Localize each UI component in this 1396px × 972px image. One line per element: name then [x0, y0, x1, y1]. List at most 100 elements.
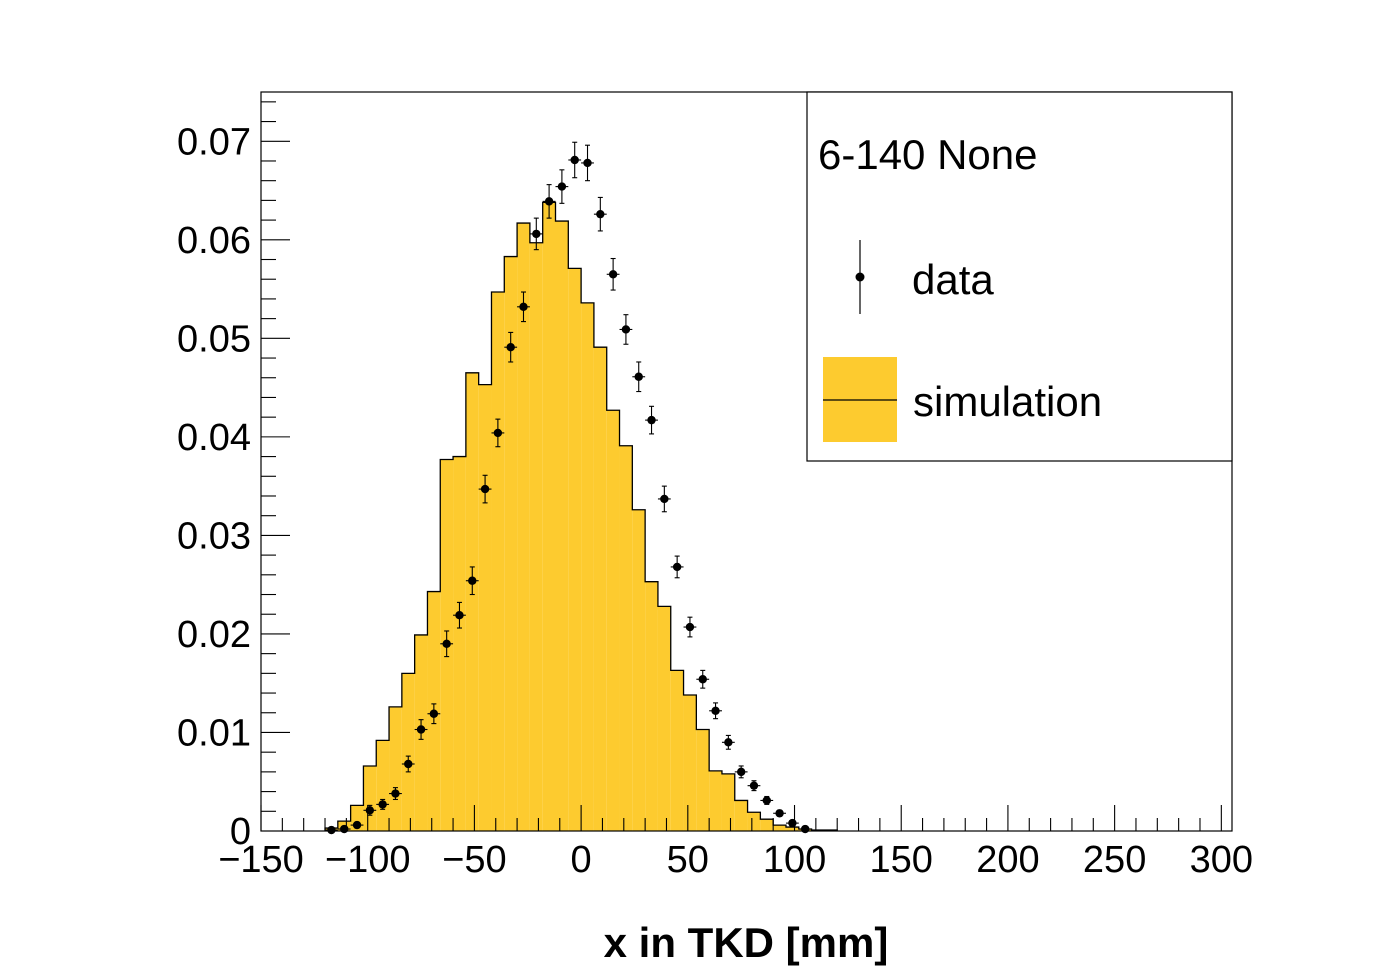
y-tick-label: 0.01 [177, 712, 251, 754]
data-point-marker [506, 343, 515, 352]
data-points [325, 141, 812, 835]
data-point [529, 217, 543, 251]
data-point-marker [724, 738, 733, 747]
data-point-marker [608, 270, 618, 279]
simulation-bin [517, 223, 530, 832]
simulation-bin [363, 765, 377, 831]
data-point-marker [660, 494, 669, 504]
data-point-marker [583, 158, 592, 168]
data-point [683, 616, 697, 638]
data-point-marker [698, 675, 707, 684]
simulation-bin [670, 670, 684, 831]
simulation-bin [568, 268, 582, 832]
data-point [721, 734, 735, 750]
data-point [696, 669, 710, 689]
data-point [657, 485, 671, 513]
x-tick-label: 300 [1190, 839, 1253, 881]
data-point [414, 719, 428, 740]
simulation-bin [709, 770, 722, 831]
data-point-marker [493, 428, 503, 438]
simulation-bin [465, 372, 479, 831]
data-point [427, 703, 441, 725]
data-point-marker [532, 229, 541, 239]
data-point [401, 755, 415, 773]
simulation-bin [542, 202, 556, 832]
data-point-marker [749, 781, 759, 790]
simulation-bin [389, 706, 402, 831]
x-tick-label: 0 [571, 839, 592, 881]
x-tick-label: 50 [667, 839, 709, 881]
data-point [593, 196, 607, 232]
data-point-marker [736, 767, 746, 777]
simulation-bin [504, 256, 518, 831]
simulation-bin [593, 347, 607, 831]
data-point-marker [596, 209, 605, 219]
data-point [645, 405, 658, 435]
y-tick-label: 0.05 [177, 318, 251, 360]
y-tick-label: 0.07 [177, 121, 251, 163]
data-point [389, 787, 402, 801]
data-point-marker [480, 484, 490, 494]
data-point-marker [544, 197, 554, 206]
simulation-bin [683, 695, 697, 831]
simulation-bin [696, 729, 710, 831]
x-tick-label: 200 [976, 839, 1039, 881]
data-point [619, 314, 633, 345]
data-point-marker [340, 824, 349, 834]
data-point-marker [788, 818, 797, 828]
data-point [760, 795, 774, 805]
y-tick-label: 0.04 [177, 417, 251, 459]
data-point [606, 257, 620, 291]
legend: 6-140 None data simulation [806, 91, 1233, 462]
x-tick-label: −50 [442, 839, 506, 881]
data-point [491, 418, 505, 448]
data-point-marker [775, 809, 784, 818]
x-tick-label: −150 [218, 839, 304, 881]
data-point [376, 798, 390, 810]
data-point [465, 566, 479, 596]
y-axis: 0 0.01 0.02 0.03 0.04 0.05 0.06 0.07 [177, 101, 290, 853]
data-point-marker [365, 806, 375, 815]
simulation-bin [747, 812, 761, 831]
data-point [478, 474, 492, 504]
y-tick-label: 0.03 [177, 515, 251, 557]
simulation-bin [529, 242, 543, 832]
simulation-bin [760, 819, 774, 831]
simulation-bin [657, 606, 671, 831]
simulation-bin [785, 827, 799, 831]
legend-label-simulation: simulation [913, 378, 1102, 425]
simulation-bin [645, 581, 658, 831]
data-point-marker [557, 182, 567, 191]
data-point [453, 601, 466, 629]
simulation-bin [581, 302, 594, 831]
data-point [350, 820, 364, 830]
simulation-bin [632, 509, 646, 831]
simulation-bin [734, 800, 748, 831]
data-point [555, 169, 569, 204]
data-point-marker [711, 706, 720, 715]
data-point-marker [468, 576, 477, 585]
simulation-bin [721, 773, 735, 831]
y-tick-label: 0 [230, 811, 251, 853]
data-point-marker [352, 820, 362, 830]
x-tick-label: −100 [325, 839, 411, 881]
y-tick-label: 0.06 [177, 220, 251, 262]
data-point-marker [634, 372, 643, 381]
x-tick-label: 150 [870, 839, 933, 881]
data-point-marker [519, 302, 528, 312]
data-point [709, 702, 722, 720]
data-point-marker [416, 725, 426, 734]
legend-title: 6-140 None [818, 131, 1038, 178]
data-point-marker [621, 325, 631, 334]
data-point-marker [455, 611, 464, 620]
x-tick-label: 100 [763, 839, 826, 881]
data-point-marker [800, 824, 810, 834]
data-point [670, 555, 684, 579]
data-point [542, 184, 556, 219]
simulation-bin [376, 740, 390, 831]
data-point [734, 765, 748, 779]
data-point-marker [391, 789, 400, 798]
x-axis-title: x in TKD [mm] [604, 919, 889, 966]
simulation-bin [606, 410, 620, 831]
